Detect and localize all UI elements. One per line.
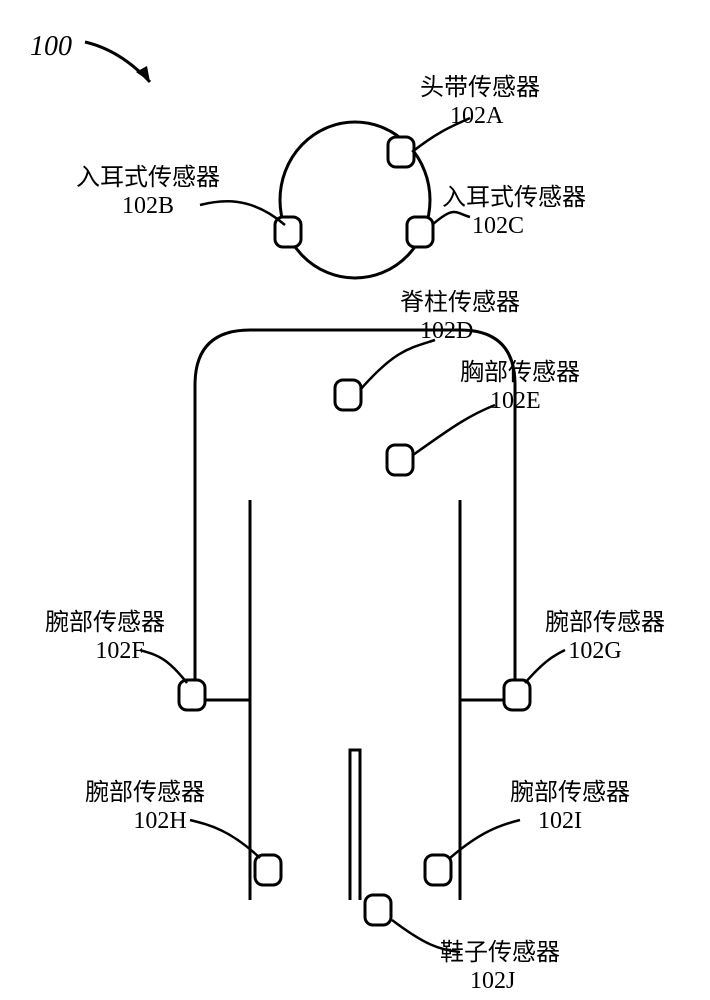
- label-102H-name: 腕部传感器: [85, 779, 205, 806]
- label-102B-name: 入耳式传感器: [76, 164, 220, 191]
- leader-102B: [200, 201, 285, 225]
- sensor-102J-icon: [365, 895, 391, 925]
- leader-102E: [413, 405, 495, 455]
- labels: 头带传感器 102A 入耳式传感器 102B 入耳式传感器 102C 脊柱传感器…: [45, 74, 665, 994]
- leader-102G: [525, 650, 565, 683]
- leader-lines: [140, 118, 565, 952]
- sensor-102E-icon: [387, 445, 413, 475]
- label-102G-name: 腕部传感器: [545, 609, 665, 636]
- sensor-102A-icon: [388, 137, 414, 167]
- label-102G-id: 102G: [568, 638, 621, 664]
- figure-arrow-shaft: [85, 42, 150, 82]
- figure-number: 100: [30, 31, 72, 62]
- leader-102D: [360, 340, 435, 390]
- label-102J-id: 102J: [470, 968, 515, 994]
- label-102A-id: 102A: [450, 103, 504, 129]
- figure-arrow-head: [136, 66, 150, 82]
- leader-102F: [140, 650, 187, 683]
- label-102E-name: 胸部传感器: [460, 359, 580, 386]
- sensor-markers: [179, 137, 530, 925]
- label-102D-id: 102D: [420, 318, 473, 344]
- label-102F-id: 102F: [95, 638, 144, 664]
- leader-102C: [432, 212, 470, 225]
- sensor-102C-icon: [407, 217, 433, 247]
- label-102E-id: 102E: [490, 388, 541, 414]
- sensor-body-diagram: 100 头带传感器 102A 入耳式传感器 102B: [0, 0, 710, 1000]
- sensor-102D-icon: [335, 380, 361, 410]
- label-102D-name: 脊柱传感器: [400, 289, 520, 316]
- label-102B-id: 102B: [122, 193, 174, 219]
- sensor-102F-icon: [179, 680, 205, 710]
- label-102J-name: 鞋子传感器: [440, 939, 560, 966]
- label-102I-id: 102I: [538, 808, 582, 834]
- label-102A-name: 头带传感器: [420, 74, 540, 101]
- label-102H-id: 102H: [133, 808, 186, 834]
- label-102C-name: 入耳式传感器: [442, 184, 586, 211]
- sensor-102I-icon: [425, 855, 451, 885]
- sensor-102H-icon: [255, 855, 281, 885]
- label-102F-name: 腕部传感器: [45, 609, 165, 636]
- sensor-102G-icon: [504, 680, 530, 710]
- label-102C-id: 102C: [472, 213, 524, 239]
- label-102I-name: 腕部传感器: [510, 779, 630, 806]
- body-outline: [195, 330, 515, 900]
